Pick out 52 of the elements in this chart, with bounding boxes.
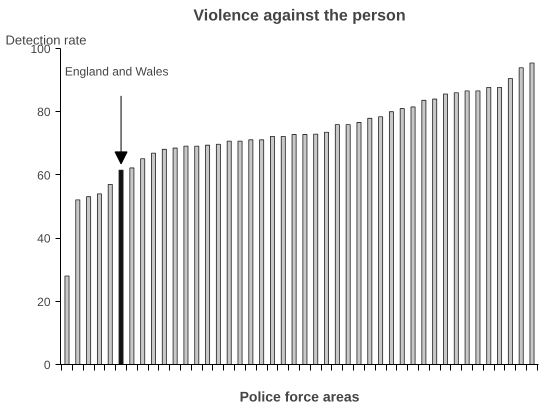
bar [443,94,448,364]
bar [151,152,156,364]
bar [108,184,113,364]
bar [475,90,480,364]
bar [64,276,70,364]
bar [162,148,167,364]
y-tick-label: 20 [37,294,51,309]
bar [356,122,362,364]
bar [518,67,524,364]
bar [172,148,178,364]
y-tick-label: 80 [37,105,51,120]
bar [388,111,394,364]
bar [129,168,134,364]
bar [313,134,318,364]
bar [324,132,329,364]
bar [226,140,232,364]
bar [183,146,188,364]
bar [378,116,384,364]
bar [216,144,221,364]
y-tick-label: 0 [44,358,51,372]
bar [280,136,286,364]
bar [259,139,264,364]
y-tick-label: 40 [37,232,51,246]
bar [400,108,405,364]
bar [464,90,470,364]
bar [86,196,92,364]
bar [508,78,513,364]
bar [96,193,102,364]
bar [194,146,200,364]
bar [486,86,492,364]
bar [334,124,340,364]
chart-title: Violence against the person [193,8,406,24]
bar [248,139,254,364]
bar [454,92,459,364]
bar [75,199,80,364]
bar [292,134,297,364]
bar [421,100,426,364]
bar [432,98,438,364]
bar [367,118,372,364]
bar [410,106,416,364]
x-axis-title: Police force areas [240,388,360,404]
bar [497,86,502,364]
bar [205,144,210,364]
bar [118,170,124,364]
bar [302,134,308,364]
bar [346,124,351,364]
annotation: England and Wales [64,64,168,78]
y-tick-label: 60 [37,168,51,182]
bar [140,158,146,364]
bar [238,140,242,364]
bar [270,136,275,364]
bar [530,62,534,364]
